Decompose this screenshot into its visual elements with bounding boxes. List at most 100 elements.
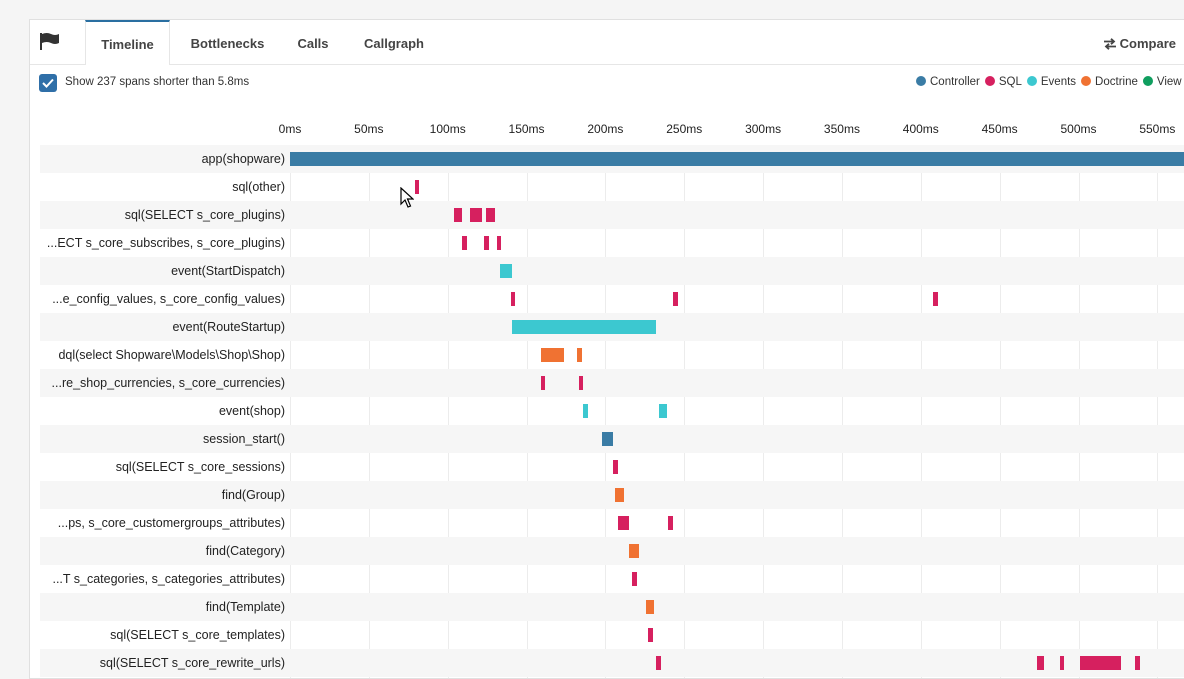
span-bar-sql[interactable] [1135, 656, 1140, 670]
span-label: event(shop) [218, 404, 285, 418]
span-bar-events[interactable] [583, 404, 589, 418]
span-label: dql(select Shopware\Models\Shop\Shop) [58, 348, 285, 362]
span-bar-doctrine[interactable] [540, 348, 565, 362]
span-bar-sql[interactable] [618, 516, 630, 530]
axis-tick-label: 350ms [823, 122, 860, 136]
axis-tick-label: 0ms [278, 122, 302, 136]
span-bar-events[interactable] [512, 320, 656, 334]
span-bar-sql[interactable] [613, 460, 618, 474]
span-bar-controller[interactable] [602, 432, 614, 446]
span-bar-sql[interactable] [454, 208, 462, 222]
legend-item-sql[interactable]: SQL [984, 76, 1022, 88]
show-short-spans-label: Show 237 spans shorter than 5.8ms [65, 76, 250, 88]
timeline-row[interactable]: find(Category) [40, 537, 1184, 565]
span-bar-sql[interactable] [668, 516, 674, 530]
grid-line [1157, 145, 1159, 678]
grid-line [605, 145, 607, 678]
legend-item-events[interactable]: Events [1026, 76, 1076, 88]
span-bar-sql[interactable] [1037, 656, 1044, 670]
axis-tick-label: 400ms [902, 122, 939, 136]
tab-bottlenecks[interactable]: Bottlenecks [190, 36, 265, 51]
span-bar-sql[interactable] [485, 208, 495, 222]
legend-item-controller[interactable]: Controller [916, 76, 980, 88]
timeline-row[interactable]: event(RouteStartup) [40, 313, 1184, 341]
grid-line [763, 145, 765, 678]
span-bar-doctrine[interactable] [646, 600, 655, 614]
flag-icon[interactable] [39, 32, 61, 50]
span-bar-sql[interactable] [933, 292, 939, 306]
span-bar-sql[interactable] [540, 376, 546, 390]
tab-bar: Timeline Bottlenecks Calls Callgraph Com… [30, 20, 1184, 65]
legend-item-view[interactable]: View [1142, 76, 1182, 88]
span-bar-sql[interactable] [496, 236, 502, 250]
span-label: find(Category) [205, 544, 285, 558]
span-label: ...ps, s_core_customergroups_attributes) [57, 516, 285, 530]
timeline-row[interactable]: sql(SELECT s_core_plugins) [40, 201, 1184, 229]
span-bar-sql[interactable] [655, 656, 661, 670]
timeline-row[interactable]: dql(select Shopware\Models\Shop\Shop) [40, 341, 1184, 369]
span-bar-doctrine[interactable] [577, 348, 582, 362]
span-bar-controller[interactable] [290, 152, 1184, 166]
span-bar-events[interactable] [499, 264, 513, 278]
span-bar-sql[interactable] [414, 180, 420, 194]
legend-item-doctrine[interactable]: Doctrine [1081, 76, 1138, 88]
span-bar-sql[interactable] [1059, 656, 1065, 670]
span-bar-doctrine[interactable] [614, 488, 625, 502]
span-label: ...e_config_values, s_core_config_values… [52, 292, 285, 306]
span-bar-sql[interactable] [578, 376, 584, 390]
timeline-row[interactable]: ...T s_categories, s_categories_attribut… [40, 565, 1184, 593]
timeline-row[interactable]: ...re_shop_currencies, s_core_currencies… [40, 369, 1184, 397]
timeline-row[interactable]: ...ECT s_core_subscribes, s_core_plugins… [40, 229, 1184, 257]
compare-button[interactable]: Compare [1103, 20, 1176, 64]
time-axis: 0ms 50ms 100ms 150ms 200ms 250ms 300ms 350ms 400… [30, 122, 1184, 142]
legend-dot [1026, 76, 1037, 86]
span-bar-sql[interactable] [673, 292, 678, 306]
timeline-row[interactable]: event(shop) [40, 397, 1184, 425]
timeline-row[interactable]: sql(other) [40, 173, 1184, 201]
timeline-rows: app(shopware) sql(other) sql(SELECT s_core… [40, 145, 1184, 677]
span-label: ...T s_categories, s_categories_attribut… [52, 572, 285, 586]
timeline-row[interactable]: sql(SELECT s_core_templates) [40, 621, 1184, 649]
timeline-row[interactable]: ...e_config_values, s_core_config_values… [40, 285, 1184, 313]
timeline-row[interactable]: ...ps, s_core_customergroups_attributes) [40, 509, 1184, 537]
span-label: event(RouteStartup) [172, 320, 285, 334]
span-bar-sql[interactable] [510, 292, 516, 306]
grid-line [841, 145, 843, 678]
span-bar-sql[interactable] [632, 572, 637, 586]
grid-line [368, 145, 370, 678]
axis-tick-label: 450ms [981, 122, 1018, 136]
show-short-spans-checkbox[interactable] [39, 74, 57, 92]
span-bar-sql[interactable] [469, 208, 483, 222]
tab-timeline[interactable]: Timeline [85, 20, 170, 65]
timeline-row[interactable]: event(StartDispatch) [40, 257, 1184, 285]
span-bar-events[interactable] [659, 404, 667, 418]
timeline-row[interactable]: find(Template) [40, 593, 1184, 621]
span-bar-sql[interactable] [461, 236, 467, 250]
grid-line [526, 145, 528, 678]
legend: Controller SQL Events Doctrine View [916, 76, 1184, 88]
span-bar-sql[interactable] [483, 236, 489, 250]
legend-label: Controller [930, 76, 980, 88]
timeline-row[interactable]: session_start() [40, 425, 1184, 453]
axis-tick-label: 50ms [354, 122, 384, 136]
axis-tick-label: 500ms [1060, 122, 1097, 136]
profiler-panel: Timeline Bottlenecks Calls Callgraph Com… [29, 19, 1184, 679]
span-bar-sql[interactable] [647, 628, 653, 642]
timeline-row[interactable]: app(shopware) [40, 145, 1184, 173]
span-bar-sql[interactable] [1080, 656, 1122, 670]
mouse-cursor-icon [400, 187, 414, 208]
tab-callgraph[interactable]: Callgraph [364, 36, 424, 51]
compare-arrows-icon [1103, 38, 1116, 50]
grid-line [447, 145, 449, 678]
span-label: find(Group) [221, 488, 285, 502]
timeline-row[interactable]: find(Group) [40, 481, 1184, 509]
grid-line [290, 145, 291, 678]
timeline-row[interactable]: sql(SELECT s_core_rewrite_urls) [40, 649, 1184, 677]
span-label: ...ECT s_core_subscribes, s_core_plugins… [46, 236, 285, 250]
options-bar: Show 237 spans shorter than 5.8ms Contro… [30, 64, 1184, 104]
span-label: sql(other) [232, 180, 285, 194]
span-bar-doctrine[interactable] [629, 544, 639, 558]
tab-calls[interactable]: Calls [297, 36, 329, 51]
axis-tick-label: 100ms [429, 122, 466, 136]
timeline-row[interactable]: sql(SELECT s_core_sessions) [40, 453, 1184, 481]
